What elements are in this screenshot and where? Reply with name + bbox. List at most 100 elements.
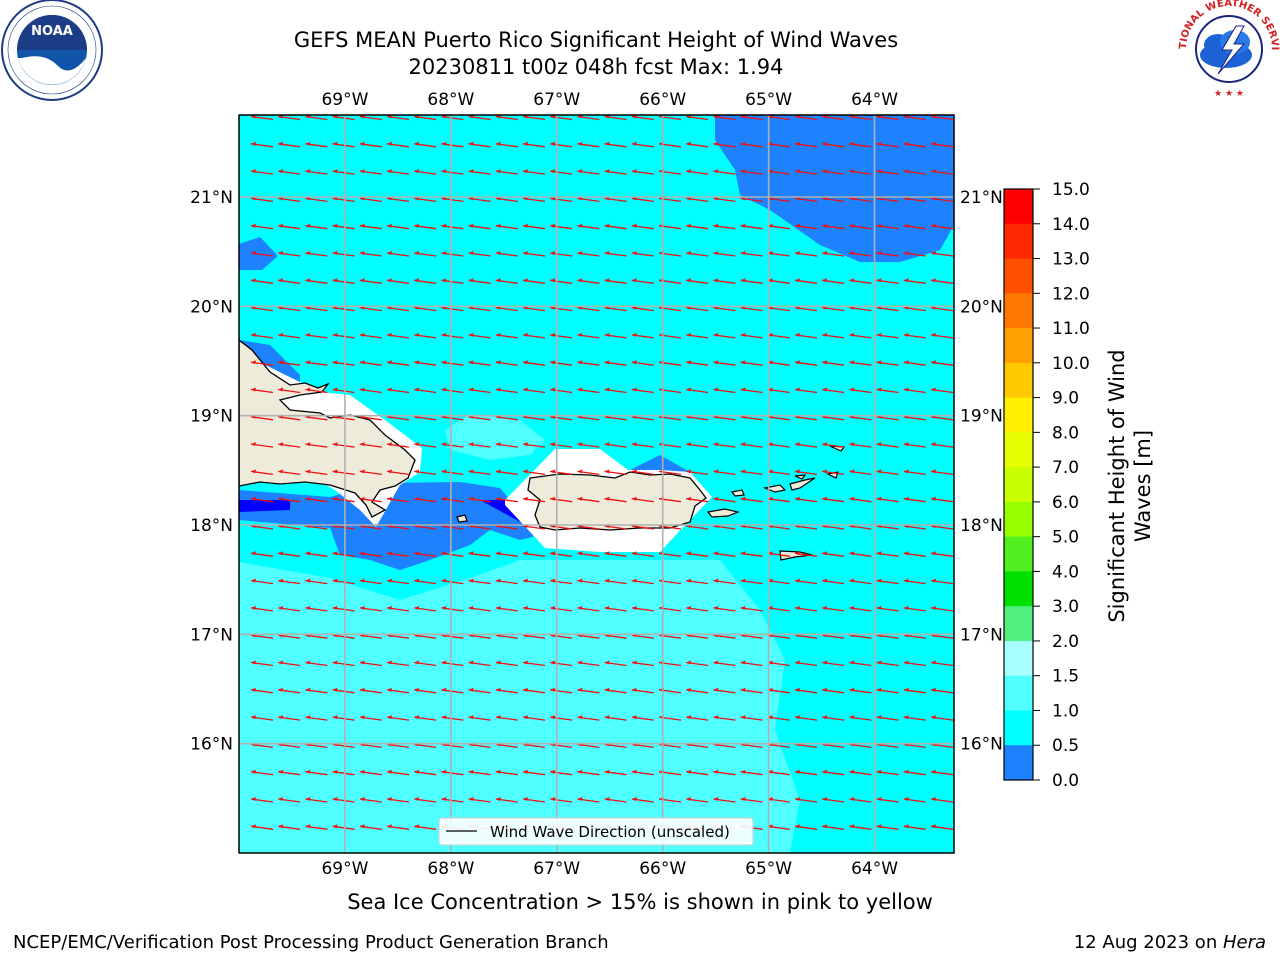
wave-arrow (686, 278, 709, 284)
wave-arrow (414, 115, 437, 121)
wave-arrow (468, 578, 491, 585)
wave-arrow (822, 605, 845, 612)
wave-arrow (495, 251, 518, 257)
wave-arrow (631, 469, 654, 476)
wave-arrow (441, 551, 464, 557)
wave-arrow (767, 769, 790, 776)
wave-arrow (604, 578, 627, 585)
date-stamp: 12 Aug 2023 on Hera (1074, 932, 1266, 953)
wave-arrow (414, 551, 437, 557)
wave-arrow (386, 169, 410, 175)
wave-arrow (414, 278, 437, 284)
wave-arrow (740, 715, 763, 721)
wave-arrow (767, 687, 790, 694)
wave-arrow (278, 769, 301, 776)
wave-arrow (930, 169, 954, 175)
wave-arrow (930, 360, 954, 366)
colorbar-segment (1004, 710, 1033, 746)
wave-arrow (278, 251, 301, 257)
legend-box (438, 817, 754, 846)
wave-arrow (903, 387, 926, 394)
wave-arrow (876, 578, 899, 585)
wave-arrow (305, 496, 328, 503)
wave-arrow (468, 605, 491, 612)
wave-arrow (822, 496, 845, 503)
wave-arrow (794, 769, 818, 776)
wave-arrow (468, 251, 491, 257)
wave-arrow (359, 660, 382, 667)
wave-arrow (903, 115, 926, 121)
wave-arrow (495, 715, 518, 721)
wave-arrow (713, 715, 736, 721)
wave-arrow (495, 169, 518, 175)
wave-arrow (577, 223, 600, 230)
wave-arrow (740, 769, 763, 776)
legend-label: Wind Wave Direction (unscaled) (490, 823, 730, 841)
wave-arrow (822, 824, 845, 830)
wave-arrow (522, 769, 546, 776)
wave-arrow (903, 332, 926, 339)
lon-label: 65°W (745, 859, 792, 879)
wave-arrow (250, 605, 274, 612)
wave-arrow (849, 223, 872, 230)
wave-arrow (794, 251, 818, 257)
wave-arrow (522, 660, 546, 667)
wave-arrow (550, 797, 573, 803)
colorbar-tick-label: 4.0 (1052, 562, 1079, 582)
wave-arrow (495, 496, 518, 503)
wave-arrow (876, 687, 899, 694)
wave-arrow (822, 715, 845, 721)
lon-labels-top: 69°W 68°W 67°W 66°W 65°W 64°W (321, 90, 898, 110)
wave-arrow (495, 605, 518, 612)
wave-arrow (250, 360, 274, 366)
wave-arrow (876, 469, 899, 476)
wave-arrow (740, 332, 763, 339)
wave-arrow (822, 660, 845, 667)
wave-arrow (250, 223, 274, 230)
wave-arrow (604, 251, 627, 257)
wave-arrow (930, 496, 954, 503)
wave-arrow (794, 496, 818, 503)
wave-arrow (903, 141, 926, 148)
wave-arrow (278, 660, 301, 667)
wave-arrow (822, 169, 845, 175)
wave-arrow (332, 769, 355, 776)
wave-arrow (577, 251, 600, 257)
graticule (239, 115, 954, 853)
wave-arrow (767, 469, 790, 476)
wave-arrow (359, 442, 382, 448)
wave-arrow (441, 360, 464, 366)
wave-arrow (414, 360, 437, 366)
wave-arrow (876, 551, 899, 557)
wave-arrow (604, 360, 627, 366)
wave-arrow (577, 715, 600, 721)
wave-arrow (468, 797, 491, 803)
wave-arrow (332, 141, 355, 148)
land-mona-island (456, 514, 468, 523)
lat-label: 17°N (190, 625, 233, 645)
wave-arrow (441, 660, 464, 667)
wave-arrow (278, 115, 301, 121)
wave-arrow (550, 496, 573, 503)
wave-arrow (468, 687, 491, 694)
wave-arrow (604, 551, 627, 557)
wave-arrow (822, 769, 845, 776)
wave-arrow (250, 797, 274, 803)
wave-arrow (903, 769, 926, 776)
wave-arrow (522, 496, 546, 503)
wave-arrow (740, 551, 763, 557)
wave-arrow (577, 496, 600, 503)
wave-arrow (522, 278, 546, 284)
wave-arrow (522, 169, 546, 175)
lat-label: 16°N (190, 735, 233, 755)
wave-arrow (849, 278, 872, 284)
wave-arrow (468, 141, 491, 148)
wave-arrow (305, 169, 328, 175)
wave-arrow (794, 387, 818, 394)
wave-arrow (876, 360, 899, 366)
wave-arrow (631, 687, 654, 694)
wave-arrow (359, 360, 382, 366)
wave-arrow (386, 387, 410, 394)
wave-arrow (903, 715, 926, 721)
wave-arrow (903, 551, 926, 557)
